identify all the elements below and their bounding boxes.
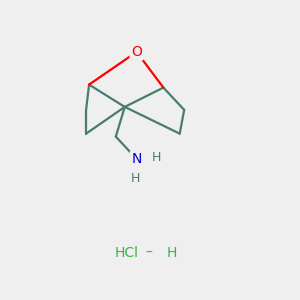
Text: HCl: HCl	[114, 245, 138, 260]
Text: H: H	[130, 172, 140, 185]
Text: H: H	[151, 151, 160, 164]
Text: N: N	[131, 152, 142, 166]
Text: H: H	[166, 245, 177, 260]
Text: –: –	[145, 245, 152, 260]
Text: O: O	[131, 45, 142, 59]
